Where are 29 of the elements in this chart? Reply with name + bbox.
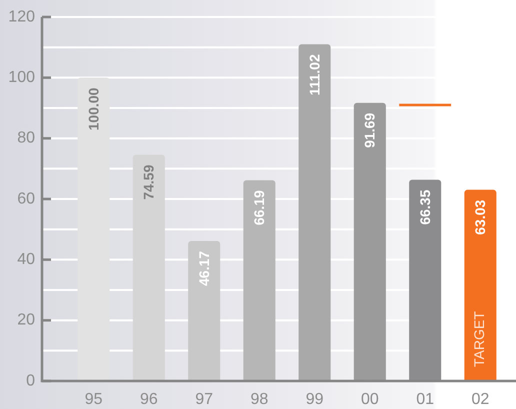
bar [354, 102, 386, 381]
y-tick-label: 80 [17, 130, 36, 147]
x-tick-label: 99 [306, 391, 324, 408]
data-label: 74.59 [140, 164, 157, 200]
data-label: 63.03 [472, 200, 488, 235]
bar [464, 190, 496, 381]
data-label: 100.00 [85, 87, 102, 130]
bar [188, 240, 220, 381]
y-tick-label: 60 [17, 190, 36, 208]
x-tick-label: 97 [195, 391, 214, 408]
x-tick-label: 95 [84, 391, 103, 408]
y-tick-label: 100 [8, 69, 36, 86]
bar [243, 180, 276, 381]
bar [132, 154, 165, 381]
data-label: 111.02 [306, 54, 322, 96]
x-tick-label: 02 [471, 391, 490, 408]
x-tick-label: 01 [416, 391, 434, 408]
annotation: TARGET [471, 310, 488, 367]
x-tick-label: 96 [140, 391, 158, 408]
data-label: 66.19 [251, 190, 268, 226]
y-tick-label: 40 [17, 251, 36, 268]
y-tick-label: 20 [17, 312, 36, 329]
x-tick-label: 98 [250, 391, 268, 408]
data-label: 66.35 [416, 190, 433, 225]
bar [298, 44, 331, 381]
y-tick-label: 120 [8, 8, 36, 26]
x-tick-label: 00 [360, 391, 379, 408]
data-label: 91.69 [362, 112, 378, 148]
y-tick-label: 0 [26, 372, 36, 390]
